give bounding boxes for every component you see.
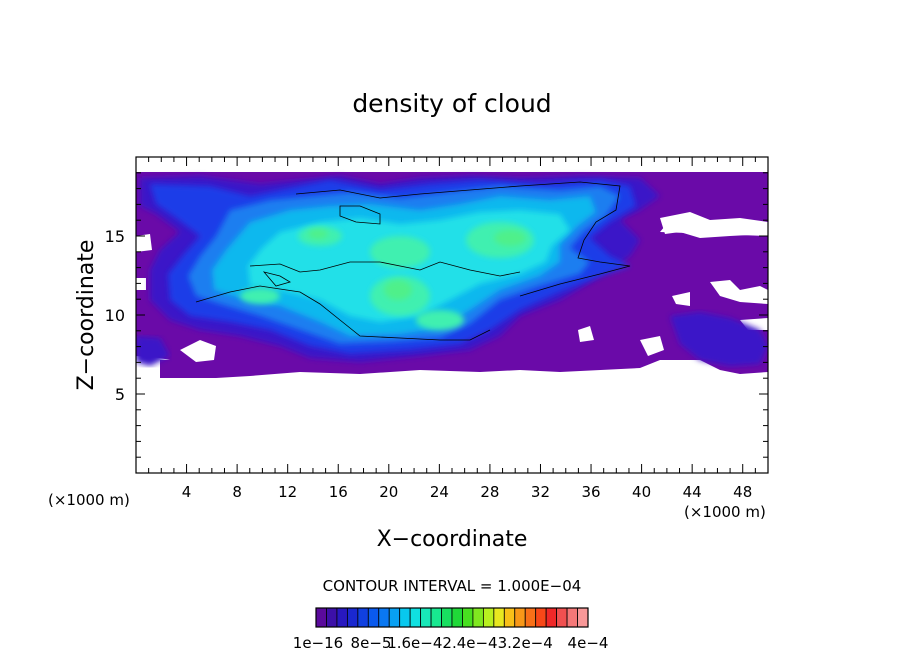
colorbar-swatch bbox=[367, 607, 380, 628]
colorbar-swatch bbox=[326, 607, 338, 628]
x-tick-label: 16 bbox=[329, 483, 348, 501]
x-unit-left: (×1000 m) bbox=[48, 491, 130, 509]
cloud-layer-2-right bbox=[670, 312, 768, 366]
colorbar-swatch bbox=[556, 607, 568, 628]
colorbar-swatch bbox=[514, 607, 526, 628]
x-tick-label: 40 bbox=[632, 483, 651, 501]
colorbar-labels: 1e−16 8e−51.6e−42.4e−43.2e−4 4e−4 bbox=[293, 634, 609, 652]
colorbar-swatch bbox=[346, 607, 359, 628]
cloud-field bbox=[136, 172, 768, 378]
colorbar-swatch bbox=[503, 607, 516, 628]
contour-lines bbox=[195, 181, 631, 341]
cloud-layer-2-left bbox=[136, 336, 170, 366]
colorbar-swatch bbox=[472, 607, 484, 628]
colorbar-swatch bbox=[399, 607, 411, 628]
colorbar bbox=[315, 607, 589, 628]
x-axis-label: X−coordinate bbox=[377, 527, 528, 552]
colorbar-swatch bbox=[451, 607, 463, 628]
colorbar-swatch bbox=[462, 607, 474, 628]
x-tick-label: 44 bbox=[683, 483, 702, 501]
x-tick-label: 4 bbox=[182, 483, 192, 501]
y-axis-label: Z−coordinate bbox=[74, 240, 99, 391]
chart-title: density of cloud bbox=[352, 89, 551, 118]
contour-interval-text: CONTOUR INTERVAL = 1.000E−04 bbox=[323, 577, 582, 595]
colorbar-swatch bbox=[482, 607, 495, 628]
cloud-holes bbox=[136, 212, 768, 362]
colorbar-swatch bbox=[524, 607, 537, 628]
x-tick-label: 8 bbox=[232, 483, 242, 501]
colorbar-swatch bbox=[493, 607, 505, 628]
colorbar-label: 8e−5 bbox=[351, 634, 392, 652]
x-axis: 4 8 12 16 20 24 28 32 36 40 44 48 bbox=[148, 157, 756, 501]
colorbar-swatch bbox=[388, 607, 401, 628]
colorbar-swatch bbox=[430, 607, 442, 628]
x-unit-right: (×1000 m) bbox=[684, 503, 766, 521]
x-tick-label: 36 bbox=[581, 483, 600, 501]
cloud-layer-base-lower bbox=[160, 360, 216, 378]
colorbar-swatch bbox=[315, 607, 327, 628]
x-tick-label: 28 bbox=[480, 483, 499, 501]
colorbar-swatch bbox=[357, 607, 369, 628]
x-tick-label: 24 bbox=[430, 483, 449, 501]
colorbar-swatch bbox=[545, 607, 558, 628]
colorbar-swatch bbox=[378, 607, 390, 628]
colorbar-swatch bbox=[336, 607, 348, 628]
y-tick-label: 15 bbox=[105, 227, 125, 246]
x-tick-label: 48 bbox=[733, 483, 752, 501]
x-tick-label: 20 bbox=[379, 483, 398, 501]
colorbar-swatch bbox=[566, 607, 578, 628]
colorbar-swatch bbox=[409, 607, 422, 628]
colorbar-swatch bbox=[535, 607, 547, 628]
colorbar-swatch bbox=[420, 607, 432, 628]
y-tick-label: 10 bbox=[105, 306, 125, 325]
colorbar-frame bbox=[315, 607, 589, 628]
colorbar-label: 1.6e−42.4e−43.2e−4 bbox=[387, 634, 553, 652]
y-axis: 5 10 15 bbox=[105, 172, 768, 458]
colorbar-swatch bbox=[441, 607, 453, 628]
y-tick-label: 5 bbox=[115, 385, 125, 404]
cloud-layer-8 bbox=[308, 229, 526, 300]
colorbar-label: 4e−4 bbox=[568, 634, 609, 652]
colorbar-swatch bbox=[577, 607, 589, 628]
colorbar-label: 1e−16 bbox=[293, 634, 343, 652]
x-tick-label: 32 bbox=[531, 483, 550, 501]
x-tick-label: 12 bbox=[278, 483, 297, 501]
